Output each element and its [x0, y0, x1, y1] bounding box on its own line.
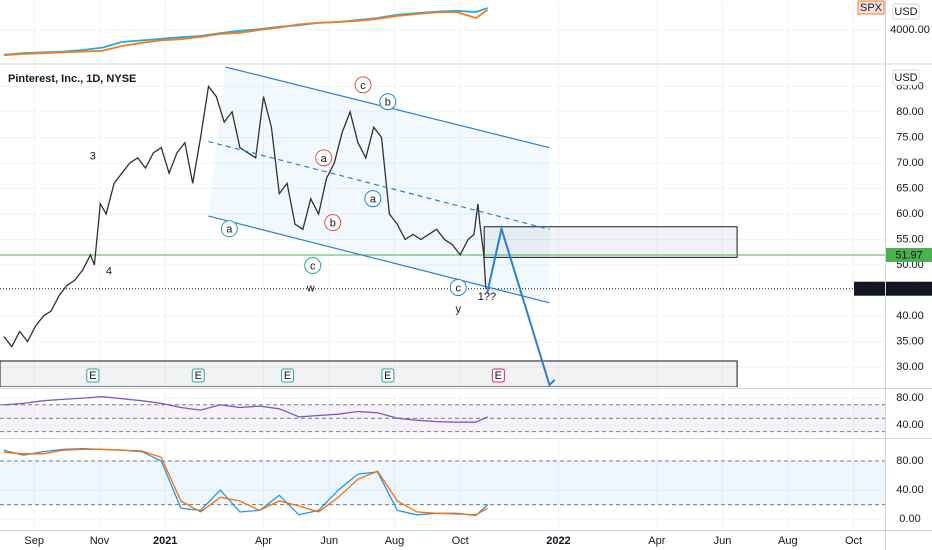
symbol-tag	[854, 281, 885, 296]
channel-line	[208, 140, 550, 230]
y-tick-label: 60.00	[896, 208, 924, 220]
wave-circle	[364, 190, 382, 208]
wave-label: c	[310, 260, 316, 272]
price-line-series	[3, 84, 487, 348]
symbol-label: SPX	[860, 2, 883, 14]
wave-label: a	[370, 194, 377, 206]
y-tick-label: 55.00	[896, 233, 924, 245]
wave-circle	[379, 93, 397, 111]
wave-circle	[220, 220, 238, 238]
price-tag-label: 51.97	[895, 249, 923, 261]
y-tick-label: 35.00	[896, 335, 924, 347]
wave-label: 1??	[478, 291, 496, 303]
x-tick-label: Jun	[320, 535, 338, 547]
x-tick-label: Oct	[845, 535, 862, 547]
y-tick-label: 80.00	[896, 106, 924, 118]
earnings-label: E	[384, 370, 391, 382]
y-tick-label: 40.00	[896, 484, 924, 496]
price-tag	[886, 247, 932, 262]
wave-label: b	[385, 97, 391, 109]
y-tick-label: 70.00	[896, 157, 924, 169]
x-tick-label: Apr	[648, 535, 665, 547]
wave-label: a	[226, 224, 233, 236]
x-tick-label: Sep	[24, 535, 44, 547]
wave-circle	[449, 278, 467, 296]
pane	[0, 396, 885, 433]
currency-box	[892, 3, 920, 20]
box	[483, 226, 738, 258]
wave-label: y	[455, 303, 461, 315]
pane	[3, 7, 489, 57]
x-tick-label: 2021	[153, 535, 177, 547]
symbol-tag	[857, 0, 885, 15]
series-line	[3, 9, 489, 57]
y-tick-label: 75.00	[896, 131, 924, 143]
earnings-marker	[191, 368, 205, 383]
earnings-label: E	[495, 370, 502, 382]
wave-circle	[304, 257, 322, 275]
wave-label: b	[330, 218, 336, 230]
series-line	[3, 396, 488, 423]
currency-box	[892, 69, 920, 86]
x-tick-label: Aug	[385, 535, 405, 547]
wave-label: c	[360, 80, 366, 92]
projection	[486, 224, 556, 387]
x-tick-label: 2022	[546, 535, 570, 547]
wave-label: 4	[106, 266, 112, 278]
y-tick-label: 40.00	[896, 310, 924, 322]
wave-label: c	[455, 282, 461, 294]
x-tick-label: Aug	[778, 535, 798, 547]
wave-label: w	[306, 282, 315, 294]
y-tick-label: 0.00	[899, 513, 920, 525]
wave-circle	[354, 76, 372, 94]
currency-label: USD	[894, 6, 917, 18]
pane	[0, 66, 885, 387]
y-tick-label: 40.00	[896, 419, 924, 431]
x-tick-label: Jun	[714, 535, 732, 547]
earnings-label: E	[89, 370, 96, 382]
symbol-label: PINS	[856, 283, 882, 295]
y-tick-label: 30.00	[896, 361, 924, 373]
series-line	[3, 448, 489, 516]
y-tick-label: 80.00	[896, 455, 924, 467]
box	[0, 360, 738, 387]
last-price-label: 45.36	[895, 283, 923, 295]
earnings-marker	[281, 368, 295, 383]
x-tick-label: Nov	[90, 535, 110, 547]
y-tick-label: 4000.00	[890, 24, 930, 36]
wave-label: 3	[90, 151, 96, 163]
chart-title: Pinterest, Inc., 1D, NYSE	[8, 73, 136, 85]
band	[0, 461, 885, 505]
earnings-label: E	[195, 370, 202, 382]
channel-line	[208, 215, 550, 304]
earnings-marker	[491, 368, 505, 383]
y-tick-label: 80.00	[896, 392, 924, 404]
earnings-label: E	[284, 370, 291, 382]
earnings-marker	[381, 368, 395, 383]
wave-label: a	[321, 153, 328, 165]
pane	[0, 448, 885, 517]
last-price-tag	[886, 281, 932, 296]
wave-circle	[315, 149, 333, 167]
y-tick-label: 65.00	[896, 182, 924, 194]
x-tick-label: Apr	[255, 535, 272, 547]
currency-label: USD	[894, 72, 917, 84]
earnings-marker	[86, 368, 100, 383]
wave-circle	[324, 214, 342, 232]
x-tick-label: Oct	[452, 535, 469, 547]
